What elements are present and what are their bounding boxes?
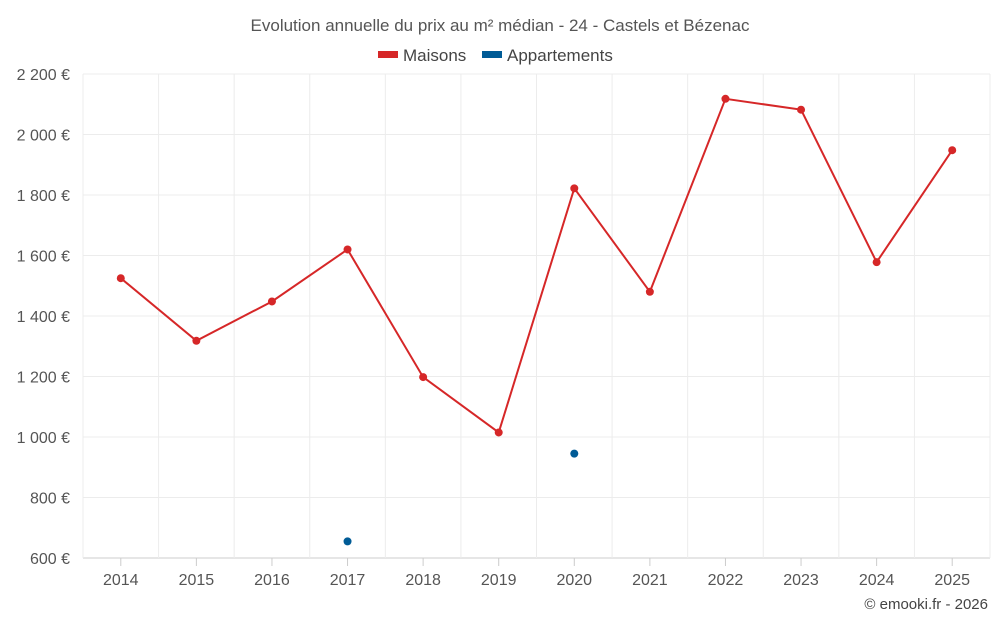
y-tick-label: 1 200 €: [17, 370, 70, 387]
data-point[interactable]: [872, 258, 881, 267]
y-tick-label: 1 800 €: [17, 188, 70, 205]
series-appartements: [343, 449, 579, 546]
x-tick-label: 2019: [481, 572, 517, 589]
y-tick-label: 1 600 €: [17, 249, 70, 266]
grid: [82, 73, 991, 559]
y-tick-label: 1 000 €: [17, 430, 70, 447]
data-point[interactable]: [343, 537, 352, 546]
data-point[interactable]: [343, 245, 352, 254]
y-tick-label: 1 400 €: [17, 309, 70, 326]
series: [116, 94, 957, 546]
data-point[interactable]: [645, 287, 654, 296]
legend-label-appartements: Appartements: [507, 46, 613, 65]
series-maisons: [116, 94, 957, 437]
data-point[interactable]: [419, 373, 428, 382]
y-tick-label: 2 000 €: [17, 128, 70, 145]
x-tick-label: 2018: [405, 572, 441, 589]
x-tick-label: 2017: [330, 572, 366, 589]
x-tick-label: 2014: [103, 572, 139, 589]
series-line: [120, 97, 954, 435]
x-tick-label: 2020: [556, 572, 592, 589]
legend-swatch-maisons: [378, 51, 398, 58]
x-axis-ticks: 2014 2015 2016 2017 2018 2019 2020 2021 2022 2023…: [103, 558, 970, 589]
data-point[interactable]: [570, 449, 579, 458]
x-tick-label: 2023: [783, 572, 819, 589]
legend-label-maisons: Maisons: [403, 46, 466, 65]
x-tick-label: 2025: [934, 572, 970, 589]
x-tick-label: 2021: [632, 572, 668, 589]
data-point[interactable]: [570, 184, 579, 193]
y-tick-label: 600 €: [30, 551, 70, 568]
data-point[interactable]: [494, 428, 503, 437]
data-point[interactable]: [116, 274, 125, 283]
x-tick-label: 2024: [859, 572, 895, 589]
y-tick-label: 800 €: [30, 491, 70, 508]
y-axis-ticks: 600 € 800 € 1 000 € 1 200 € 1 400 € 1 600 € 1 …: [17, 67, 70, 568]
x-tick-label: 2022: [708, 572, 744, 589]
data-point[interactable]: [721, 94, 730, 103]
y-tick-label: 2 200 €: [17, 67, 70, 84]
chart-credit: © emooki.fr - 2026: [864, 596, 988, 613]
x-tick-label: 2016: [254, 572, 290, 589]
legend-item-maisons[interactable]: Maisons: [378, 46, 466, 65]
legend: Maisons Appartements: [378, 46, 613, 65]
data-point[interactable]: [267, 297, 276, 306]
chart-title: Evolution annuelle du prix au m² médian …: [251, 16, 750, 35]
data-point[interactable]: [192, 336, 201, 345]
data-point[interactable]: [797, 105, 806, 114]
legend-swatch-appartements: [482, 51, 502, 58]
x-tick-label: 2015: [179, 572, 215, 589]
legend-item-appartements[interactable]: Appartements: [482, 46, 613, 65]
data-point[interactable]: [948, 146, 957, 155]
